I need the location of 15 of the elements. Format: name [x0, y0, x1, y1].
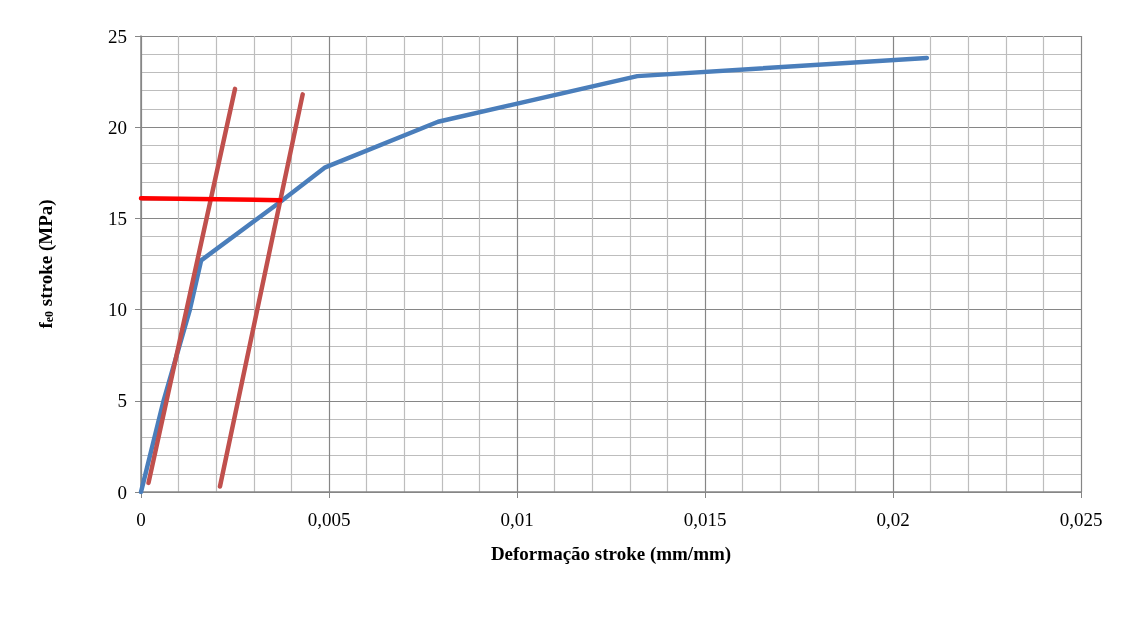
- y-tick-label: 0: [117, 481, 127, 503]
- y-tick-label: 20: [108, 116, 127, 138]
- x-tick-label: 0: [136, 509, 146, 530]
- y-tick-label: 10: [108, 299, 127, 321]
- y-tick-label: 25: [108, 25, 127, 47]
- x-tick-label: 0,005: [307, 509, 351, 530]
- x-tick-label: 0,01: [500, 509, 534, 530]
- y-axis-title: fe0 stroke (MPa): [34, 199, 57, 329]
- x-tick-label: 0,025: [1059, 509, 1103, 530]
- y-tick-label: 5: [117, 390, 127, 412]
- x-tick-label: 0,02: [876, 509, 910, 530]
- x-axis-title: Deformação stroke (mm/mm): [490, 543, 732, 565]
- y-tick-label: 15: [108, 207, 127, 229]
- x-tick-label: 0,015: [683, 509, 727, 530]
- line-series: [138, 55, 930, 495]
